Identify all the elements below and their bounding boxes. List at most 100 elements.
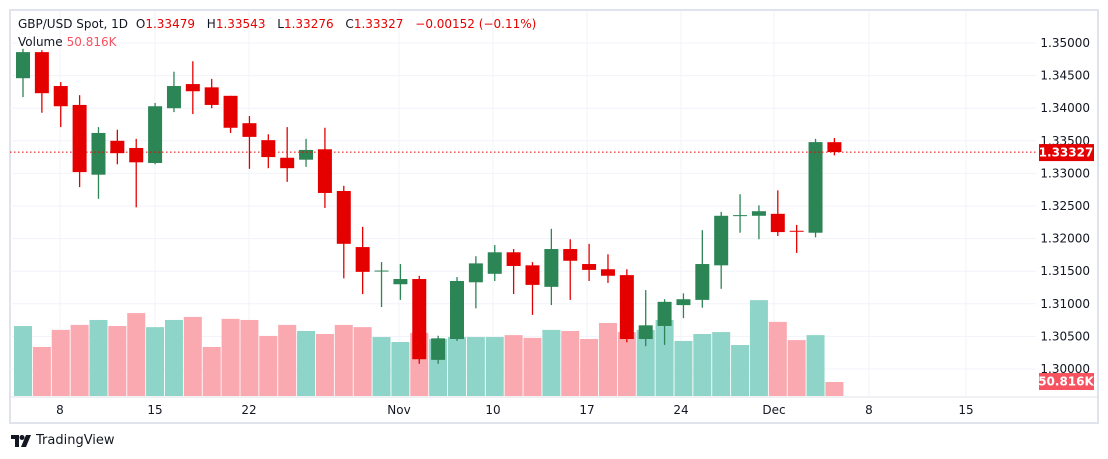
price-tick-label: 1.34500 — [1040, 69, 1090, 83]
candle-body — [638, 325, 653, 340]
candle-body — [34, 52, 49, 94]
volume-bar — [542, 329, 561, 396]
high-value: 1.33543 — [215, 17, 266, 31]
candle-body — [808, 142, 823, 233]
volume-bar — [749, 300, 768, 396]
candle-body — [148, 106, 163, 163]
candle-body — [374, 270, 389, 272]
candle-body — [695, 264, 710, 300]
time-tick-label: Dec — [762, 403, 785, 417]
close-label: C — [345, 17, 354, 31]
candle-body — [487, 252, 502, 274]
volume-bar — [164, 319, 183, 396]
last-volume-tag — [1039, 373, 1094, 390]
candle-body — [770, 213, 785, 233]
time-axis[interactable]: 8 15 22 Nov 10 17 24 Dec 8 15 — [56, 403, 973, 417]
volume-bar — [108, 326, 127, 396]
candle-body — [619, 275, 634, 340]
candle-body — [72, 104, 87, 173]
candle-body — [827, 142, 842, 153]
candle-body — [544, 249, 559, 287]
volume-bar — [448, 337, 467, 396]
candle-body — [563, 249, 578, 261]
time-tick-label: 10 — [485, 403, 500, 417]
volume-bar — [202, 346, 221, 396]
volume-bar — [297, 330, 316, 396]
volume-bar — [712, 332, 731, 396]
low-value: 1.33276 — [283, 17, 334, 31]
candles — [16, 48, 842, 364]
candle-body — [657, 301, 672, 326]
candle-body — [789, 230, 804, 232]
volume-bar — [693, 334, 712, 396]
open-value: 1.33479 — [145, 17, 195, 31]
candle-body — [468, 263, 483, 283]
close-value: 1.33327 — [353, 17, 404, 31]
candle-body — [53, 86, 68, 107]
open-label: O — [135, 17, 146, 31]
last-price-tag — [1039, 144, 1094, 162]
volume-bar — [636, 329, 655, 396]
time-tick-label: 24 — [673, 403, 688, 417]
candle-body — [431, 338, 446, 360]
volume-bar — [127, 313, 146, 396]
volume-bar — [315, 334, 334, 396]
volume-bar — [14, 326, 32, 396]
volume-bar — [485, 337, 504, 396]
tradingview-logo[interactable]: TradingView — [11, 433, 115, 448]
volume-bar — [334, 324, 353, 396]
time-tick-label: 8 — [56, 403, 64, 417]
volume-bar — [787, 340, 806, 396]
price-tick-label: 1.35000 — [1040, 36, 1090, 50]
candle-body — [714, 215, 729, 266]
time-tick-label: 22 — [241, 403, 256, 417]
price-tick-label: 1.30500 — [1040, 329, 1090, 343]
volume-bar — [655, 319, 674, 396]
volume-bar — [466, 337, 485, 396]
volume-value: 50.816K — [66, 35, 117, 49]
candle-body — [242, 123, 257, 137]
time-tick-label: 15 — [147, 403, 162, 417]
candle-body — [751, 211, 766, 216]
candle-body — [91, 132, 106, 175]
candle-body — [299, 149, 314, 160]
price-axis[interactable]: 1.350001.345001.340001.335001.330001.325… — [1040, 36, 1090, 376]
candle-body — [525, 265, 540, 285]
tradingview-logo-icon — [11, 434, 31, 447]
candle-body — [733, 215, 748, 217]
price-tick-label: 1.32000 — [1040, 232, 1090, 246]
price-tick-label: 1.33000 — [1040, 166, 1090, 180]
volume-bar — [89, 319, 108, 396]
candle-body — [280, 157, 295, 169]
candle-body — [317, 149, 332, 193]
volume-bar — [372, 337, 391, 396]
volume-bar — [353, 327, 372, 396]
volume-bar — [561, 330, 580, 396]
ohlc-legend: GBP/USD Spot, 1D O1.33479 H1.33543 L1.33… — [18, 17, 540, 31]
price-tick-label: 1.34000 — [1040, 101, 1090, 115]
time-tick-label: Nov — [387, 403, 410, 417]
candle-body — [582, 264, 597, 270]
volume-bar — [259, 335, 278, 396]
last-price-tag-label: 1.33327 — [1039, 146, 1094, 160]
volume-bar — [183, 316, 202, 396]
volume-bar — [825, 382, 844, 396]
candle-body — [185, 84, 200, 92]
volume-bar — [240, 319, 259, 396]
candle-body — [204, 87, 219, 105]
volume-bar — [580, 338, 599, 396]
high-label: H — [206, 17, 216, 31]
price-tick-label: 1.31500 — [1040, 264, 1090, 278]
candle-body — [600, 269, 615, 276]
candle-body — [166, 86, 181, 109]
candle-body — [110, 140, 125, 154]
candle-body — [129, 147, 144, 163]
volume-bars — [14, 300, 844, 396]
candle-body — [450, 280, 465, 340]
volume-bar — [70, 324, 89, 396]
candle-body — [506, 252, 521, 266]
change-value: −0.00152 (−0.11%) — [415, 17, 537, 31]
volume-bar — [51, 329, 70, 396]
volume-bar — [598, 322, 617, 396]
